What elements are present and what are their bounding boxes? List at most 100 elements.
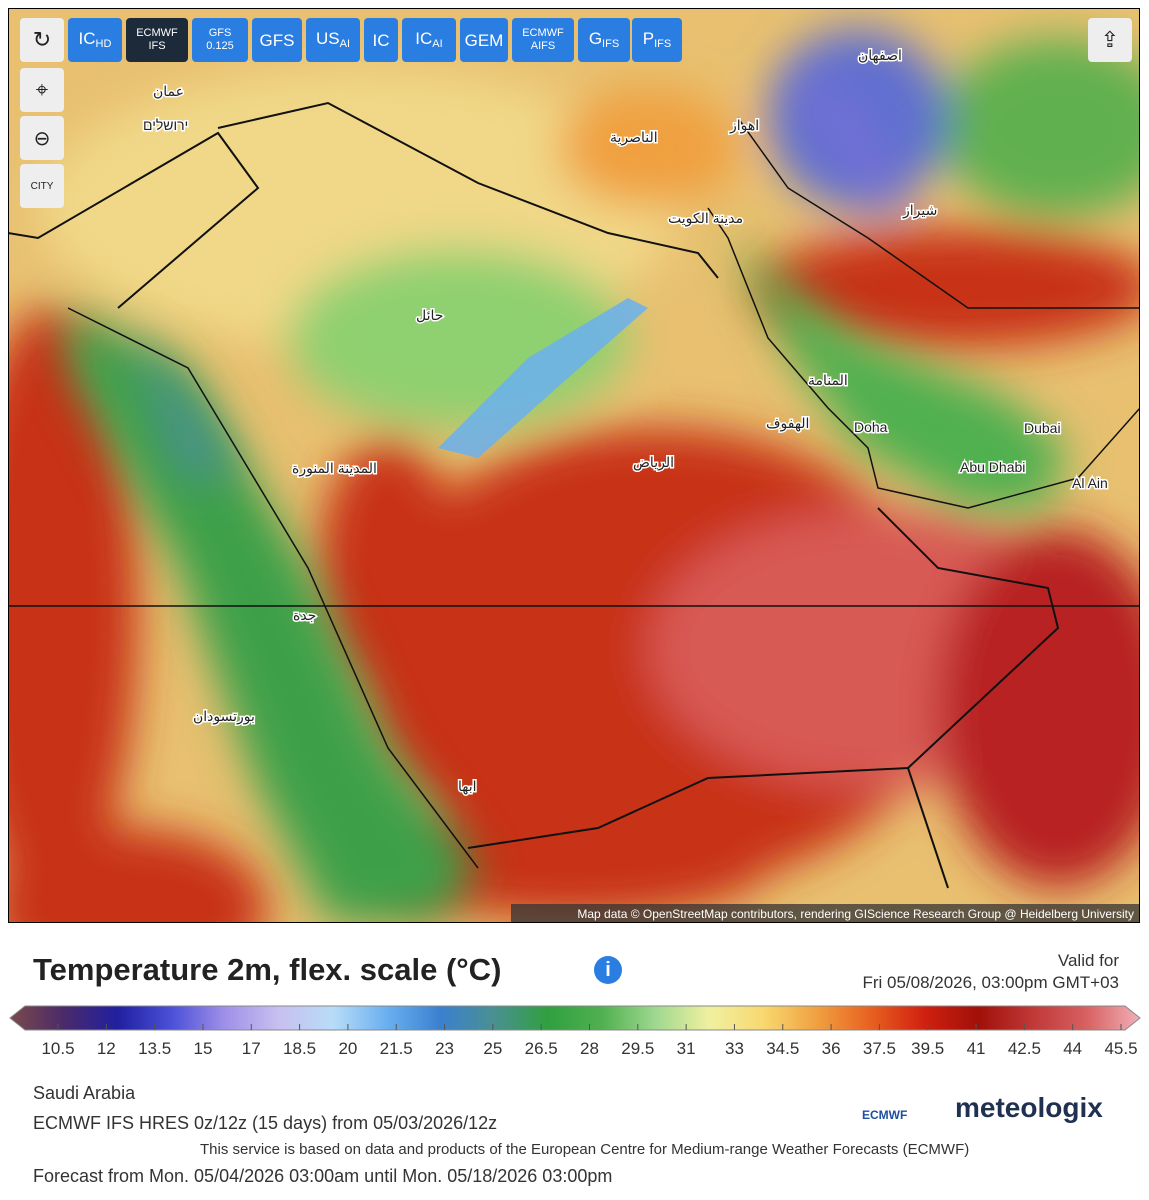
tick-label: 36 xyxy=(822,1039,841,1058)
tick-label: 21.5 xyxy=(380,1039,413,1058)
ecmwf-logo: ECMWF xyxy=(862,1108,908,1122)
city-label: Al Ain xyxy=(1072,475,1108,491)
tick-label: 33 xyxy=(725,1039,744,1058)
model-button[interactable]: ICHD xyxy=(68,18,122,62)
valid-time: Fri 05/08/2026, 03:00pm GMT+03 xyxy=(862,973,1119,992)
button-label: ECMWF xyxy=(136,27,178,39)
attribution-bg xyxy=(511,904,1140,923)
tick-label: 42.5 xyxy=(1008,1039,1041,1058)
city-label: شيراز xyxy=(902,202,937,219)
tick-label: 28 xyxy=(580,1039,599,1058)
button-row: GIFS xyxy=(589,30,619,50)
tick-label: 44 xyxy=(1063,1039,1082,1058)
map-frame xyxy=(8,8,1140,923)
button-label: GEM xyxy=(464,30,504,50)
button-label: P xyxy=(642,29,655,48)
meteologix-logo: meteologix xyxy=(955,1092,1103,1123)
tick-label: 18.5 xyxy=(283,1039,316,1058)
city-label: ירושלים xyxy=(143,117,188,133)
title: Temperature 2m, flex. scale (°C) xyxy=(33,952,502,987)
tick-label: 13.5 xyxy=(138,1039,171,1058)
valid-block: Valid for Fri 05/08/2026, 03:00pm GMT+03 xyxy=(862,950,1119,994)
button-row: GEM xyxy=(465,32,504,49)
model-button[interactable]: GFS 0.125 xyxy=(192,18,248,62)
model-button[interactable]: GEM xyxy=(460,18,508,62)
tick-label: 29.5 xyxy=(621,1039,654,1058)
button-row: IC xyxy=(373,32,390,49)
attribution: Map data © OpenStreetMap contributors, r… xyxy=(577,907,1134,921)
city-label: المدينة المنورة xyxy=(292,460,377,477)
zoom-out-button[interactable]: ⊖ xyxy=(20,116,64,160)
model-button[interactable]: GIFS xyxy=(578,18,630,62)
button-row: ICAI xyxy=(415,30,442,50)
city-label: الهفوف xyxy=(766,415,809,432)
tick-label: 17 xyxy=(242,1039,261,1058)
model-button[interactable]: USAI xyxy=(306,18,360,62)
model-info: ECMWF IFS HRES 0z/12z (15 days) from 05/… xyxy=(33,1113,498,1133)
tick-label: 31 xyxy=(677,1039,696,1058)
button-row: ECMWF xyxy=(136,28,178,39)
button-row: USAI xyxy=(316,30,350,50)
button-label: ECMWF xyxy=(522,27,564,39)
button-label: G xyxy=(588,29,603,48)
city-label: بورتسودان xyxy=(193,708,255,725)
colorbar: 10.5 12 13.5 15 17 18.5 20 21.5 23 25 26.5 28 29.5 31… xyxy=(9,1005,1141,1058)
city-label: مدينة الكويت xyxy=(668,210,743,227)
city-toggle[interactable]: CITY xyxy=(20,164,64,208)
button-label: IC xyxy=(78,29,96,48)
button-label: IC xyxy=(415,29,433,48)
share-button[interactable]: ⇪ xyxy=(1088,18,1132,62)
button-label: GFS xyxy=(259,30,295,50)
valid-label: Valid for xyxy=(1057,951,1119,970)
model-button[interactable]: ECMWF AIFS xyxy=(512,18,574,62)
button-line2: IFS xyxy=(148,40,166,52)
tick-label: 20 xyxy=(338,1039,357,1058)
colorbar-band xyxy=(9,1005,1141,1031)
map: عمان ירושלים حائل الناصرية اهواز اصفهان … xyxy=(8,8,1140,923)
tick-label: 41 xyxy=(967,1039,986,1058)
city-label: جدة xyxy=(293,607,316,623)
model-button[interactable]: IC xyxy=(364,18,398,62)
city-label: الناصرية xyxy=(610,129,658,146)
city-labels: عمان ירושלים حائل الناصرية اهواز اصفهان … xyxy=(142,46,1110,797)
button-label: IC xyxy=(372,30,390,50)
tick-label: 15 xyxy=(193,1039,212,1058)
button-sub: AI xyxy=(339,38,351,50)
button-row: ECMWF xyxy=(522,28,564,39)
city-label: اهواز xyxy=(729,117,759,134)
borders xyxy=(8,101,1140,889)
city-label: Abu Dhabi xyxy=(960,459,1025,475)
info-button[interactable]: i xyxy=(594,956,622,984)
tick-label: 23 xyxy=(435,1039,454,1058)
button-line2: AIFS xyxy=(530,40,556,52)
city-label: ابها xyxy=(458,778,477,795)
city-label: حائل xyxy=(416,307,443,323)
button-sub: AI xyxy=(432,38,443,50)
button-row: GFS xyxy=(209,28,232,39)
city-label: Dubai xyxy=(1024,420,1061,436)
model-button[interactable]: ECMWF IFS xyxy=(126,18,188,62)
forecast-period: Forecast from Mon. 05/04/2026 03:00am un… xyxy=(33,1166,613,1186)
model-button[interactable]: ICAI xyxy=(402,18,456,62)
model-button[interactable]: GFS xyxy=(252,18,302,62)
city-label: عمان xyxy=(153,83,184,99)
tick-label: 37.5 xyxy=(863,1039,896,1058)
city-label: اصفهان xyxy=(858,47,902,64)
tick-label: 34.5 xyxy=(766,1039,799,1058)
tick-label: 12 xyxy=(97,1039,116,1058)
refresh-button[interactable]: ↻ xyxy=(20,18,64,62)
tick-label: 26.5 xyxy=(525,1039,558,1058)
button-label: GFS xyxy=(208,27,232,39)
button-sub: HD xyxy=(95,38,112,50)
button-line2: 0.125 xyxy=(206,40,234,52)
region: Saudi Arabia xyxy=(33,1083,136,1103)
notice: This service is based on data and produc… xyxy=(200,1141,970,1158)
city-label: المنامة xyxy=(808,372,848,388)
location-button[interactable]: ⌖ xyxy=(20,68,64,112)
city-label: الرياض xyxy=(633,454,674,471)
tick-label: 39.5 xyxy=(911,1039,944,1058)
button-sub: IFS xyxy=(602,38,620,50)
model-button[interactable]: PIFS xyxy=(632,18,682,62)
